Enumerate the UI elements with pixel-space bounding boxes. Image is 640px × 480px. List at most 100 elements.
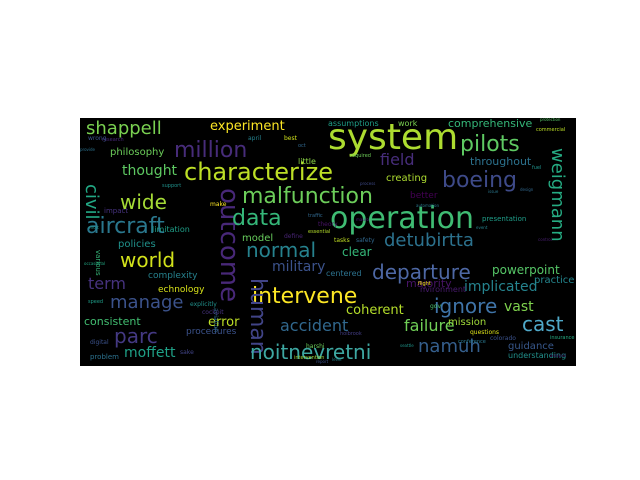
word-aircraft: aircraft	[86, 214, 165, 239]
word-characterize: characterize	[184, 158, 333, 186]
word-intervene: intervene	[252, 284, 358, 309]
word-experiment: experiment	[210, 119, 285, 134]
word-cockpit: cockpit	[202, 309, 224, 316]
word-procedures: procedures	[186, 327, 237, 337]
word-work: work	[398, 119, 418, 128]
word-automation: automation	[416, 203, 440, 208]
word-weigmann: weigmann	[547, 148, 568, 242]
word-data: data	[232, 206, 282, 231]
word-research: research	[102, 137, 124, 143]
word-level: level	[332, 357, 342, 362]
word-impact: impact	[104, 207, 129, 215]
word-make: make	[210, 201, 227, 208]
word-seattle: seattle	[400, 343, 414, 348]
word-world: world	[120, 248, 176, 272]
word-insurance: insurance	[550, 335, 575, 341]
word-policies: policies	[118, 239, 156, 250]
word-military: military	[272, 259, 326, 275]
word-best: best	[284, 135, 297, 142]
word-provide: provide	[80, 147, 96, 152]
word-event: event	[476, 225, 488, 230]
word-detubirtta: detubirtta	[384, 230, 474, 251]
word-cloud: operation system intervene malfunction chara…	[80, 118, 576, 366]
word-sake: sake	[180, 349, 194, 356]
word-gov: gov	[430, 303, 442, 310]
word-echnology: echnology	[158, 285, 205, 295]
word-wrong: wrong	[88, 135, 107, 142]
word-essential: essential	[308, 229, 331, 235]
word-wide: wide	[120, 190, 167, 214]
word-holbrook: holbrook	[340, 331, 362, 337]
word-boeing: boeing	[442, 168, 517, 193]
word-guidance: guidance	[508, 341, 554, 352]
word-term: term	[88, 274, 126, 293]
word-coherent: coherent	[346, 303, 404, 318]
word-colorado: colorado	[490, 335, 516, 342]
word-normal: normal	[246, 238, 317, 262]
word-understanding: understanding	[508, 351, 567, 360]
word-issue: issue	[488, 189, 499, 194]
word-harshi: harshi	[306, 343, 325, 350]
word-manage: manage	[110, 292, 184, 313]
word-intervention: intervention	[294, 355, 325, 361]
word-philosophy: philosophy	[110, 147, 165, 158]
word-nvironment: nvironment	[420, 285, 467, 294]
word-better: better	[410, 191, 438, 201]
word-analysis: analysis	[550, 353, 567, 358]
word-practice: practice	[534, 275, 575, 286]
word-limitation: limitation	[152, 225, 190, 234]
word-moffett: moffett	[124, 345, 176, 361]
word-namuh: namuh	[418, 336, 481, 357]
word-complexity: complexity	[148, 271, 198, 281]
word-occasional: occasional	[84, 261, 106, 266]
word-vast: vast	[504, 299, 534, 315]
word-comprehensive: comprehensive	[448, 118, 533, 130]
word-error: error	[208, 315, 240, 330]
word-required: required	[350, 153, 371, 159]
word-process: process	[360, 181, 376, 186]
word-design: design	[520, 187, 534, 192]
word-centered: centered	[326, 269, 362, 278]
word-safety: safety	[356, 237, 375, 244]
word-support: support	[162, 183, 182, 189]
word-little: little	[298, 157, 316, 166]
word-field: field	[380, 150, 415, 169]
word-civil: civil	[81, 184, 102, 220]
word-ignore: ignore	[434, 294, 498, 318]
word-problem: problem	[90, 353, 119, 361]
word-explicitly: explicitly	[190, 301, 217, 308]
word-parc: parc	[114, 324, 158, 348]
word-oct: oct	[298, 143, 306, 149]
word-effort: effort	[88, 225, 99, 230]
word-clear: clear	[342, 245, 372, 259]
word-tasks: tasks	[334, 237, 350, 244]
word-noitnevretni: noitnevretni	[250, 340, 372, 364]
word-powerpoint: powerpoint	[492, 263, 560, 277]
word-accident: accident	[280, 316, 349, 335]
word-mauro: mauro	[356, 217, 369, 222]
word-speed: speed	[88, 299, 104, 305]
word-throughout: throughout	[470, 155, 532, 168]
word-april: april	[248, 135, 262, 142]
word-thought: thought	[122, 163, 178, 179]
word-failure: failure	[404, 316, 455, 335]
word-mission: mission	[448, 317, 487, 328]
word-operation: operation	[330, 201, 475, 236]
word-model: model	[242, 233, 274, 244]
word-presentation: presentation	[482, 215, 527, 223]
word-departure: departure	[372, 260, 471, 284]
word-shappell: shappell	[86, 118, 162, 139]
word-define: define	[284, 233, 303, 240]
word-traffic: traffic	[308, 213, 323, 219]
word-implicated: implicated	[464, 279, 538, 295]
word-majority: majority	[406, 277, 452, 290]
word-pilots: pilots	[460, 132, 520, 157]
word-report: report	[316, 359, 329, 364]
word-commercial: commercial	[536, 127, 566, 133]
word-protection: protection	[540, 118, 561, 122]
word-control: control	[538, 237, 552, 242]
word-cast: cast	[522, 312, 564, 336]
word-assumptions: assumptions	[328, 119, 379, 128]
word-creating: creating	[386, 173, 428, 184]
word-digital: digital	[90, 339, 109, 346]
